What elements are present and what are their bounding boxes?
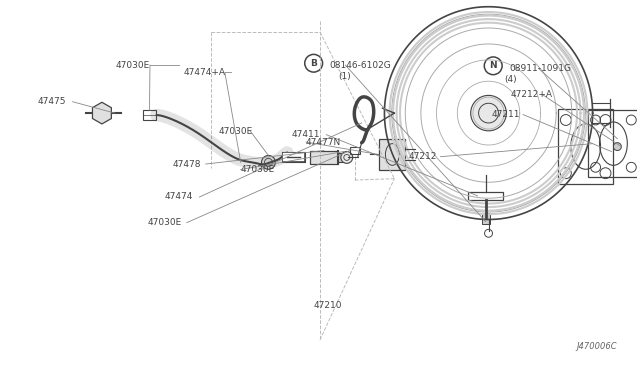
Text: 47474: 47474	[164, 192, 193, 202]
Text: 47475: 47475	[38, 97, 66, 106]
Text: 47030E: 47030E	[116, 61, 150, 70]
Text: 47478: 47478	[173, 160, 202, 169]
Text: 47211: 47211	[492, 110, 520, 119]
Text: B: B	[310, 59, 317, 68]
Text: N: N	[490, 61, 497, 70]
Text: 47030E: 47030E	[147, 218, 182, 227]
Polygon shape	[380, 139, 405, 170]
Text: 08911-1091G: 08911-1091G	[509, 64, 571, 73]
Text: 08146-6102G: 08146-6102G	[330, 61, 391, 70]
Polygon shape	[92, 102, 111, 124]
Polygon shape	[481, 212, 490, 224]
Polygon shape	[310, 151, 338, 164]
Text: 47030E: 47030E	[241, 165, 275, 174]
Text: 47212: 47212	[409, 152, 437, 161]
Circle shape	[613, 142, 621, 151]
Text: 47210: 47210	[314, 301, 342, 310]
Text: (1): (1)	[338, 71, 351, 81]
Text: (4): (4)	[504, 75, 516, 84]
Text: 47411: 47411	[291, 130, 320, 139]
Text: 47030E: 47030E	[218, 126, 253, 135]
Text: 47477N: 47477N	[306, 138, 341, 147]
Text: J470006C: J470006C	[577, 343, 618, 352]
Polygon shape	[338, 153, 348, 162]
Text: 47212+A: 47212+A	[510, 90, 552, 99]
Circle shape	[262, 155, 275, 169]
Text: 47474+A: 47474+A	[184, 68, 225, 77]
Circle shape	[470, 95, 506, 131]
Circle shape	[341, 151, 353, 163]
